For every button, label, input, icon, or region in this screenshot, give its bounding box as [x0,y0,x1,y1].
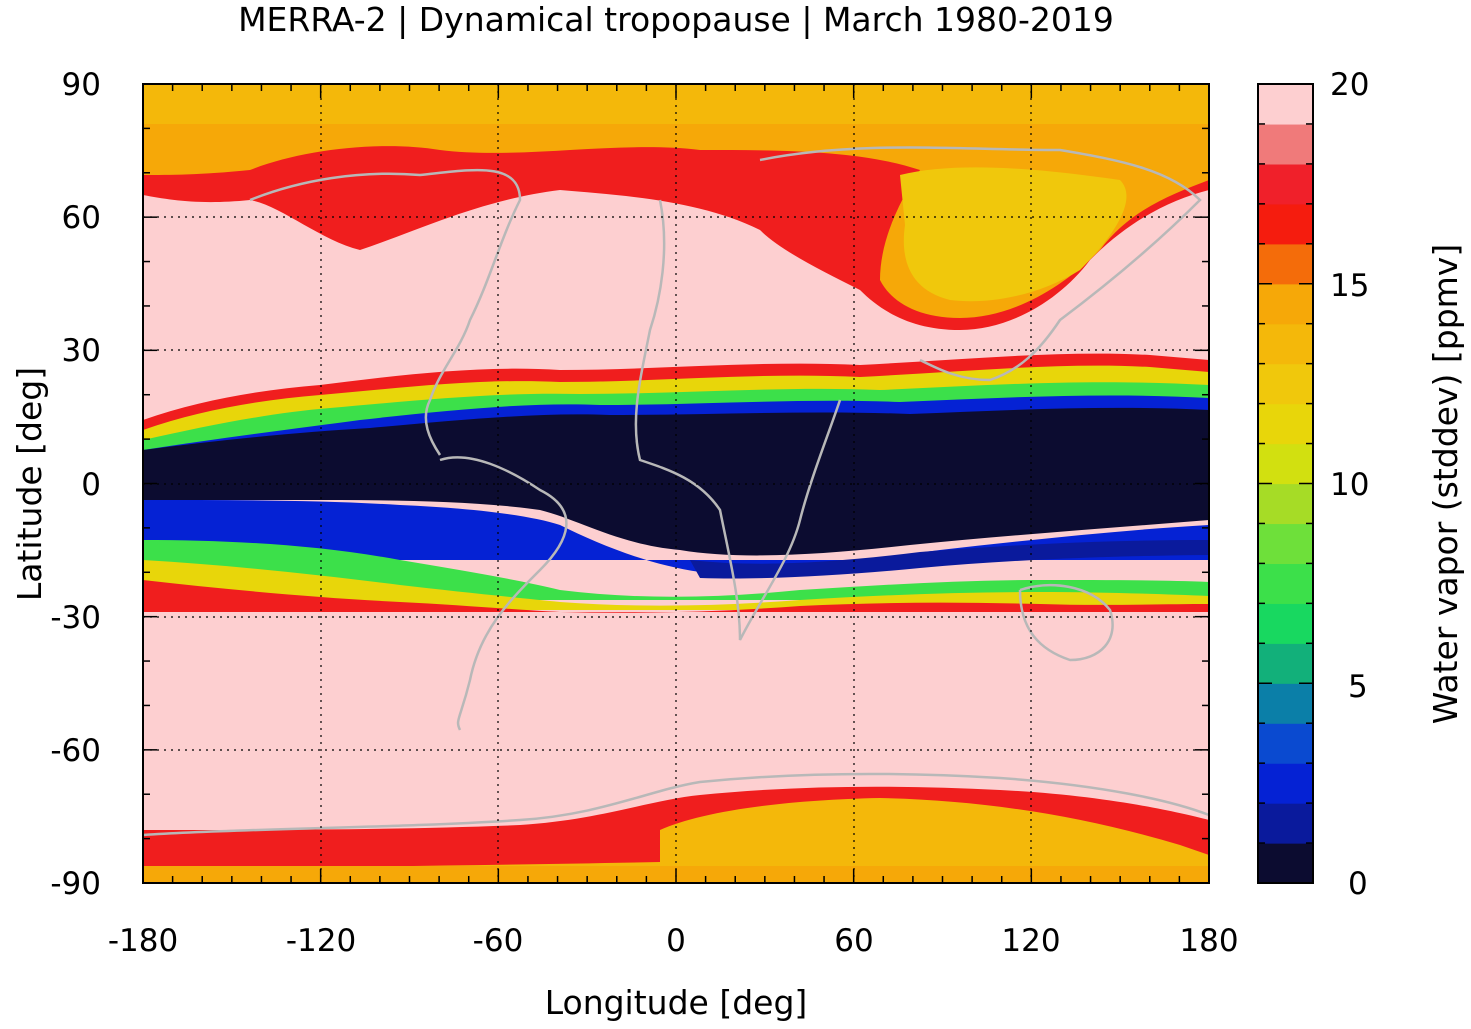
colorbar-segment [1258,164,1313,205]
y-tick-label: 60 [62,200,101,236]
colorbar-segment [1258,563,1313,604]
y-tick-label: 30 [62,333,101,369]
colorbar-segment [1258,204,1313,245]
x-tick-label: 120 [1001,923,1060,959]
colorbar-tick-labels: 0 5 10 15 20 [1330,67,1369,902]
y-tick-label: -30 [50,600,101,636]
colorbar-segment [1258,723,1313,764]
x-axis-label: Longitude [deg] [545,983,808,1022]
colorbar-segment [1258,84,1313,125]
colorbar-tick-label: 10 [1330,467,1369,503]
chart: MERRA-2 | Dynamical tropopause | March 1… [0,0,1471,1029]
colorbar-segment [1258,523,1313,564]
x-tick-label: 180 [1179,923,1238,959]
x-tick-label: -120 [286,923,356,959]
colorbar-segment [1258,763,1313,804]
colorbar-segment [1258,843,1313,884]
x-tick-labels: -180 -120 -60 0 60 120 180 [108,923,1239,959]
colorbar-segment [1258,603,1313,644]
colorbar-segment [1258,364,1313,405]
x-tick-label: -60 [473,923,524,959]
colorbar-tick-label: 0 [1348,866,1368,902]
y-axis-label: Latitude [deg] [10,367,49,601]
chart-title: MERRA-2 | Dynamical tropopause | March 1… [238,0,1114,39]
y-tick-labels: -90 -60 -30 0 30 60 90 [50,67,101,902]
colorbar-segment [1258,284,1313,325]
colorbar-segment [1258,803,1313,844]
y-tick-label: -90 [50,866,101,902]
colorbar-segment [1258,484,1313,525]
colorbar-segment [1258,683,1313,724]
colorbar-segment [1258,244,1313,285]
y-tick-label: 90 [62,67,101,103]
x-tick-label: 60 [834,923,873,959]
colorbar-segment [1258,643,1313,684]
colorbar-tick-label: 15 [1330,268,1369,304]
y-tick-label: -60 [50,733,101,769]
colorbar-segment [1258,404,1313,445]
colorbar-label: Water vapor (stddev) [ppmv] [1426,244,1465,724]
colorbar-tick-label: 20 [1330,67,1369,103]
colorbar-segment [1258,324,1313,365]
plot-area [143,84,1209,883]
colorbar-segment [1258,444,1313,485]
y-tick-label: 0 [81,467,101,503]
x-tick-label: 0 [666,923,686,959]
colorbar-segment [1258,124,1313,165]
colorbar-tick-label: 5 [1348,669,1368,705]
x-tick-label: -180 [108,923,178,959]
